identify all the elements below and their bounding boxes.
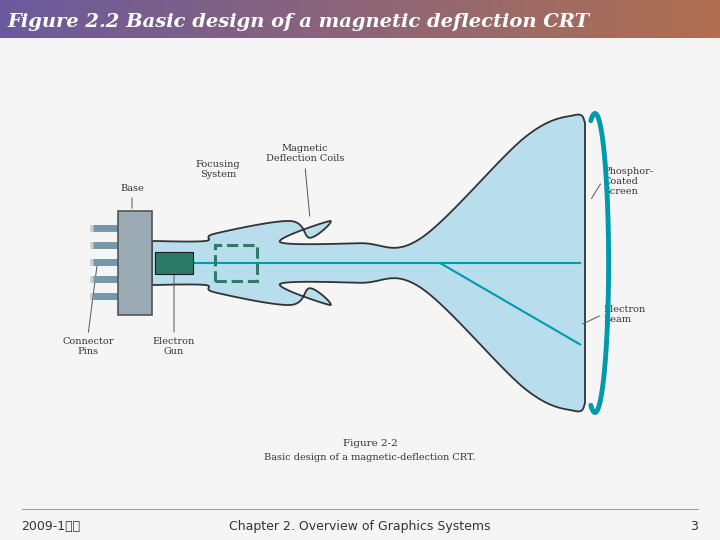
Text: Figure 2-2: Figure 2-2 <box>343 438 397 448</box>
Text: Electron
Beam: Electron Beam <box>603 305 645 325</box>
Text: Phosphor-
Coated
Screen: Phosphor- Coated Screen <box>603 167 653 197</box>
Text: Electron
Gun: Electron Gun <box>153 337 195 356</box>
Text: Focusing
System: Focusing System <box>196 160 240 179</box>
Polygon shape <box>152 114 585 411</box>
Text: Connector
Pins: Connector Pins <box>62 337 114 356</box>
Text: 3: 3 <box>690 521 698 534</box>
Bar <box>215 245 257 281</box>
Bar <box>155 252 193 274</box>
Text: Chapter 2. Overview of Graphics Systems: Chapter 2. Overview of Graphics Systems <box>229 521 491 534</box>
Text: Basic design of a magnetic-deflection CRT.: Basic design of a magnetic-deflection CR… <box>264 453 476 462</box>
Text: Figure 2.2 Basic design of a magnetic deflection CRT: Figure 2.2 Basic design of a magnetic de… <box>7 13 590 31</box>
Text: Base: Base <box>120 184 144 193</box>
Text: 2009-1학기: 2009-1학기 <box>22 521 81 534</box>
Bar <box>118 211 152 315</box>
Text: Magnetic
Deflection Coils: Magnetic Deflection Coils <box>266 144 344 163</box>
